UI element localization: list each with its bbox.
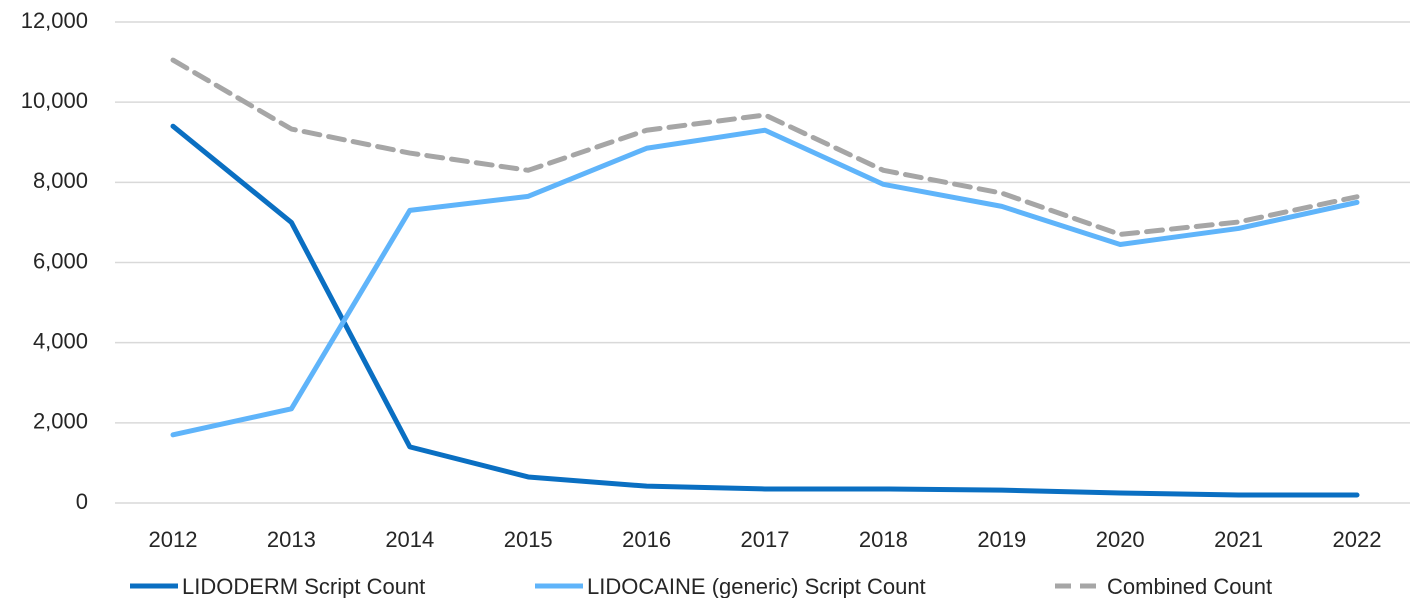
x-tick-label: 2018 <box>859 527 908 552</box>
x-tick-label: 2014 <box>385 527 434 552</box>
x-tick-label: 2013 <box>267 527 316 552</box>
legend-label: LIDOCAINE (generic) Script Count <box>587 574 926 598</box>
y-tick-label: 12,000 <box>21 8 88 33</box>
x-tick-label: 2016 <box>622 527 671 552</box>
y-tick-label: 2,000 <box>33 409 88 434</box>
y-tick-label: 6,000 <box>33 248 88 273</box>
x-tick-label: 2017 <box>741 527 790 552</box>
x-tick-label: 2020 <box>1096 527 1145 552</box>
series-line <box>170 123 1360 498</box>
x-tick-label: 2012 <box>149 527 198 552</box>
y-tick-label: 8,000 <box>33 168 88 193</box>
series-line <box>170 127 1360 438</box>
x-tick-label: 2022 <box>1333 527 1382 552</box>
legend-label: Combined Count <box>1107 574 1272 598</box>
x-tick-label: 2015 <box>504 527 553 552</box>
y-tick-label: 0 <box>76 489 88 514</box>
y-tick-label: 10,000 <box>21 88 88 113</box>
y-tick-label: 4,000 <box>33 328 88 353</box>
series-line <box>170 57 1360 237</box>
legend-label: LIDODERM Script Count <box>182 574 425 598</box>
x-tick-label: 2021 <box>1214 527 1263 552</box>
x-tick-label: 2019 <box>977 527 1026 552</box>
